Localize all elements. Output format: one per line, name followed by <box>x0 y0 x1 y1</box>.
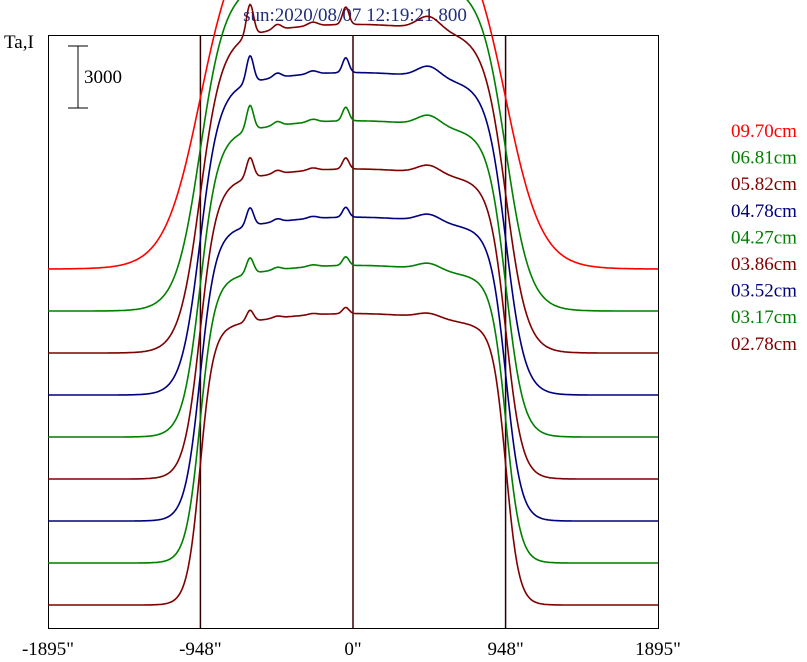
x-tick-label: 948" <box>487 639 523 660</box>
series-line <box>48 3 658 354</box>
legend-item: 04.27cm <box>731 227 797 248</box>
legend-item: 09.70cm <box>731 121 797 142</box>
x-tick-labels: -1895" -948" 0" 948" 1895" <box>22 639 681 660</box>
legend-item: 03.17cm <box>731 307 797 328</box>
scale-bar: 3000 <box>68 45 122 109</box>
vertical-markers <box>199 35 507 628</box>
series-line <box>48 54 658 396</box>
legend-item: 03.52cm <box>731 281 797 302</box>
scale-bar-label: 3000 <box>84 67 122 88</box>
x-tick-label: 1895" <box>635 639 681 660</box>
series-line <box>48 0 658 270</box>
legend-item: 06.81cm <box>731 148 797 169</box>
series-line <box>48 306 658 606</box>
series-curves <box>48 0 658 606</box>
legend-item: 03.86cm <box>731 254 797 275</box>
series-line <box>48 206 658 522</box>
series-line <box>48 156 658 480</box>
legend: 09.70cm 06.81cm 05.82cm 04.78cm 04.27cm 03.86… <box>731 121 797 355</box>
legend-item: 02.78cm <box>731 334 797 355</box>
legend-item: 04.78cm <box>731 201 797 222</box>
chart-title: sun:2020/08/07 12:19:21.800 <box>243 5 467 26</box>
series-line <box>48 104 658 438</box>
x-tick-label: -1895" <box>22 639 74 660</box>
series-line <box>48 255 658 564</box>
legend-item: 05.82cm <box>731 174 797 195</box>
x-tick-label: 0" <box>344 639 361 660</box>
series-line <box>48 0 658 312</box>
x-tick-label: -948" <box>179 639 222 660</box>
y-axis-label: Ta,I <box>4 32 34 53</box>
